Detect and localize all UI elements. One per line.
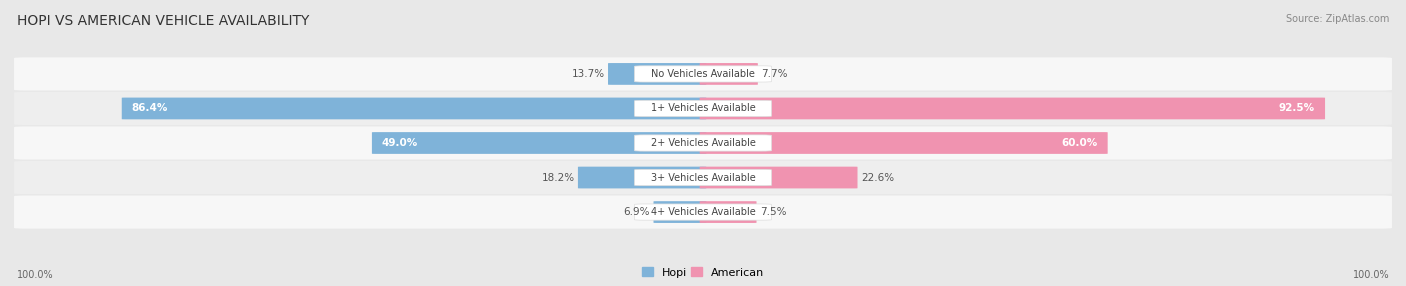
Text: 7.7%: 7.7% <box>761 69 787 79</box>
FancyBboxPatch shape <box>700 132 1108 154</box>
FancyBboxPatch shape <box>634 100 772 117</box>
FancyBboxPatch shape <box>700 167 858 188</box>
Text: 7.5%: 7.5% <box>759 207 786 217</box>
Text: 49.0%: 49.0% <box>382 138 418 148</box>
FancyBboxPatch shape <box>654 201 706 223</box>
Text: 3+ Vehicles Available: 3+ Vehicles Available <box>651 172 755 182</box>
FancyBboxPatch shape <box>634 204 772 220</box>
Legend: Hopi, American: Hopi, American <box>641 267 765 278</box>
Text: 4+ Vehicles Available: 4+ Vehicles Available <box>651 207 755 217</box>
Text: HOPI VS AMERICAN VEHICLE AVAILABILITY: HOPI VS AMERICAN VEHICLE AVAILABILITY <box>17 14 309 28</box>
Text: 100.0%: 100.0% <box>1353 270 1389 280</box>
Text: 22.6%: 22.6% <box>860 172 894 182</box>
Text: 100.0%: 100.0% <box>17 270 53 280</box>
FancyBboxPatch shape <box>14 126 1392 160</box>
Text: 13.7%: 13.7% <box>572 69 605 79</box>
Text: 92.5%: 92.5% <box>1279 104 1315 114</box>
FancyBboxPatch shape <box>634 66 772 82</box>
FancyBboxPatch shape <box>634 135 772 151</box>
Text: Source: ZipAtlas.com: Source: ZipAtlas.com <box>1285 14 1389 24</box>
FancyBboxPatch shape <box>578 167 706 188</box>
FancyBboxPatch shape <box>14 92 1392 125</box>
FancyBboxPatch shape <box>700 201 756 223</box>
FancyBboxPatch shape <box>14 161 1392 194</box>
FancyBboxPatch shape <box>700 63 758 85</box>
FancyBboxPatch shape <box>607 63 706 85</box>
Text: 6.9%: 6.9% <box>624 207 650 217</box>
FancyBboxPatch shape <box>634 169 772 186</box>
Text: 2+ Vehicles Available: 2+ Vehicles Available <box>651 138 755 148</box>
FancyBboxPatch shape <box>700 98 1324 119</box>
FancyBboxPatch shape <box>14 196 1392 229</box>
FancyBboxPatch shape <box>373 132 706 154</box>
FancyBboxPatch shape <box>14 57 1392 90</box>
FancyBboxPatch shape <box>122 98 706 119</box>
Text: 18.2%: 18.2% <box>541 172 575 182</box>
Text: No Vehicles Available: No Vehicles Available <box>651 69 755 79</box>
Text: 86.4%: 86.4% <box>132 104 169 114</box>
Text: 1+ Vehicles Available: 1+ Vehicles Available <box>651 104 755 114</box>
Text: 60.0%: 60.0% <box>1062 138 1098 148</box>
